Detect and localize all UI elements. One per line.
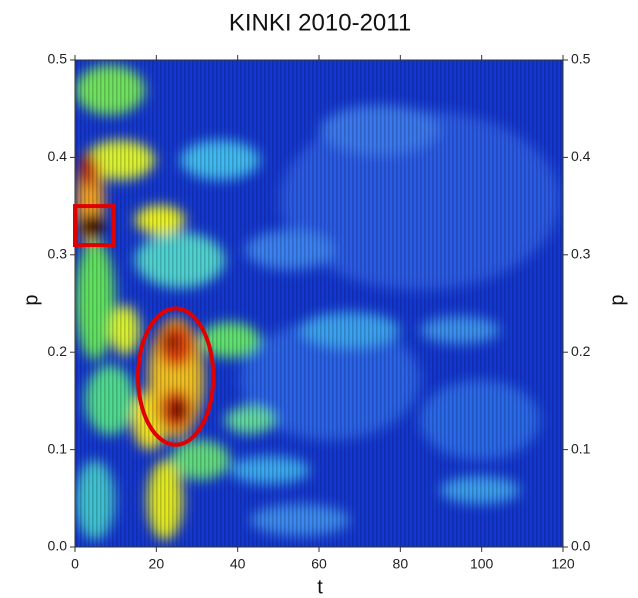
y-tick-label-right: 0.2: [571, 343, 591, 359]
highlight-rect: [73, 204, 116, 248]
x-tick-label: 0: [71, 556, 79, 572]
x-tick-label: 120: [551, 556, 575, 572]
y-axis-label: p: [20, 294, 42, 305]
x-tick-label: 40: [230, 556, 246, 572]
x-tick-label: 80: [393, 556, 409, 572]
x-tick-label: 20: [149, 556, 165, 572]
x-axis-label: t: [317, 576, 323, 598]
y-tick-label-right: 0.4: [571, 148, 591, 164]
y-axis-label-right: p: [606, 294, 628, 305]
chart-title: KINKI 2010-2011: [229, 9, 411, 36]
y-tick-label-right: 0.3: [571, 246, 591, 262]
y-tick-label: 0.5: [48, 51, 68, 67]
heatmap-field: [75, 60, 563, 547]
y-tick-label-right: 0.1: [571, 440, 591, 456]
y-tick-label-right: 0.5: [571, 51, 591, 67]
y-tick-label: 0.2: [48, 343, 68, 359]
x-tick-label: 60: [311, 556, 327, 572]
x-tick-label: 100: [470, 556, 494, 572]
y-tick-label-right: 0.0: [571, 538, 591, 554]
y-tick-label: 0.0: [48, 538, 68, 554]
y-tick-label: 0.4: [48, 148, 68, 164]
y-tick-label: 0.1: [48, 440, 68, 456]
highlight-ellipse: [136, 306, 216, 447]
y-tick-label: 0.3: [48, 246, 68, 262]
